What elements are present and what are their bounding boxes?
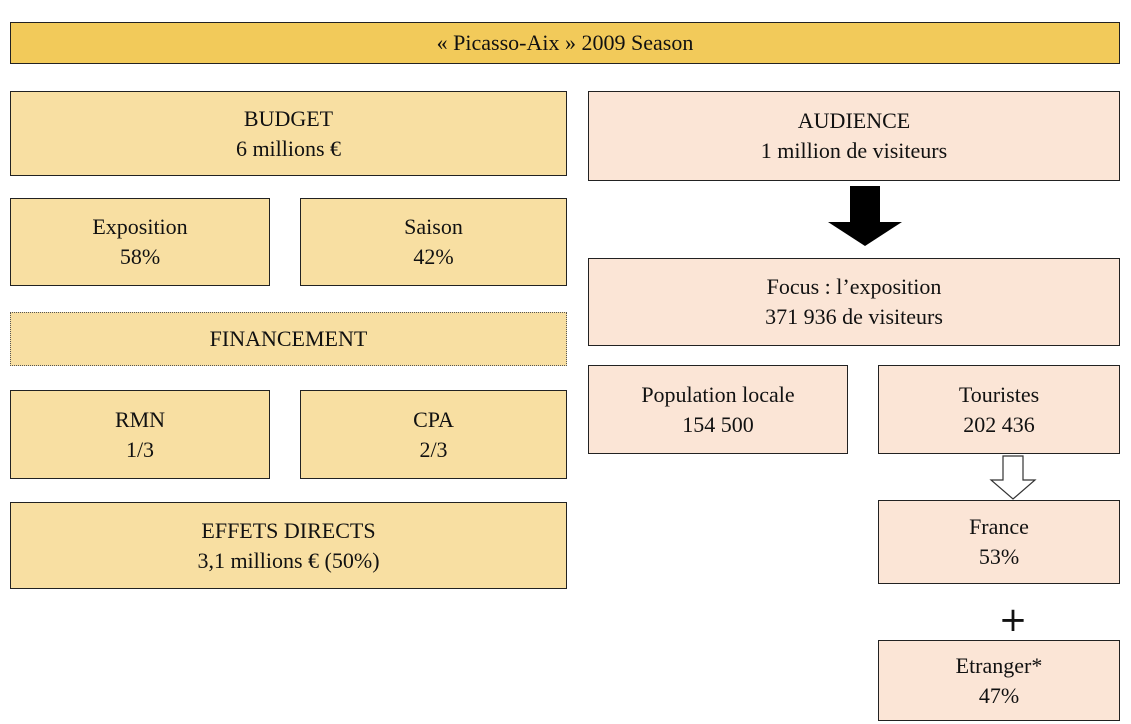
value: 58% <box>119 244 161 269</box>
financement-box: FINANCEMENT <box>10 312 567 366</box>
value: 371 936 de visiteurs <box>765 304 943 329</box>
plus-sign: + <box>998 600 1028 640</box>
value: 202 436 <box>963 411 1035 437</box>
label: AUDIENCE <box>797 108 911 133</box>
focus-box: Focus : l’exposition 371 936 de visiteurs <box>588 258 1120 346</box>
saison-box: Saison 42% <box>300 198 567 286</box>
value: 6 millions € <box>235 135 342 161</box>
title-bar: « Picasso-Aix » 2009 Season <box>10 22 1120 64</box>
audience-box: AUDIENCE 1 million de visiteurs <box>588 91 1120 181</box>
value: 47% <box>978 682 1020 708</box>
value: 53% <box>978 544 1020 569</box>
value: 1/3 <box>125 436 155 462</box>
label: Saison <box>404 214 463 239</box>
france-box: France 53% <box>878 500 1120 584</box>
value: 42% <box>413 244 454 269</box>
label: France <box>969 514 1029 539</box>
value: 2/3 <box>419 436 448 462</box>
etranger-box: Etranger* 47% <box>878 640 1120 721</box>
label: EFFETS DIRECTS <box>201 517 376 543</box>
label: Exposition <box>92 214 188 239</box>
label: RMN <box>114 406 166 432</box>
label: FINANCEMENT <box>209 326 368 351</box>
label: Population locale <box>641 381 795 407</box>
touristes-box: Touristes 202 436 <box>878 365 1120 454</box>
title: « Picasso-Aix » 2009 Season <box>436 30 694 55</box>
effets-box: EFFETS DIRECTS 3,1 millions € (50%) <box>10 502 567 589</box>
label: Etranger* <box>955 652 1043 678</box>
cpa-box: CPA 2/3 <box>300 390 567 479</box>
population-box: Population locale 154 500 <box>588 365 848 454</box>
label: BUDGET <box>243 105 334 131</box>
label: Touristes <box>958 381 1040 407</box>
rmn-box: RMN 1/3 <box>10 390 270 479</box>
value: 154 500 <box>682 411 754 437</box>
label: Focus : l’exposition <box>766 274 942 299</box>
value: 1 million de visiteurs <box>760 138 948 163</box>
exposition-box: Exposition 58% <box>10 198 270 286</box>
hollow-arrow <box>989 455 1037 500</box>
label: CPA <box>413 406 454 432</box>
solid-arrow <box>828 186 902 246</box>
budget-box: BUDGET 6 millions € <box>10 91 567 176</box>
value: 3,1 millions € (50%) <box>197 547 380 573</box>
